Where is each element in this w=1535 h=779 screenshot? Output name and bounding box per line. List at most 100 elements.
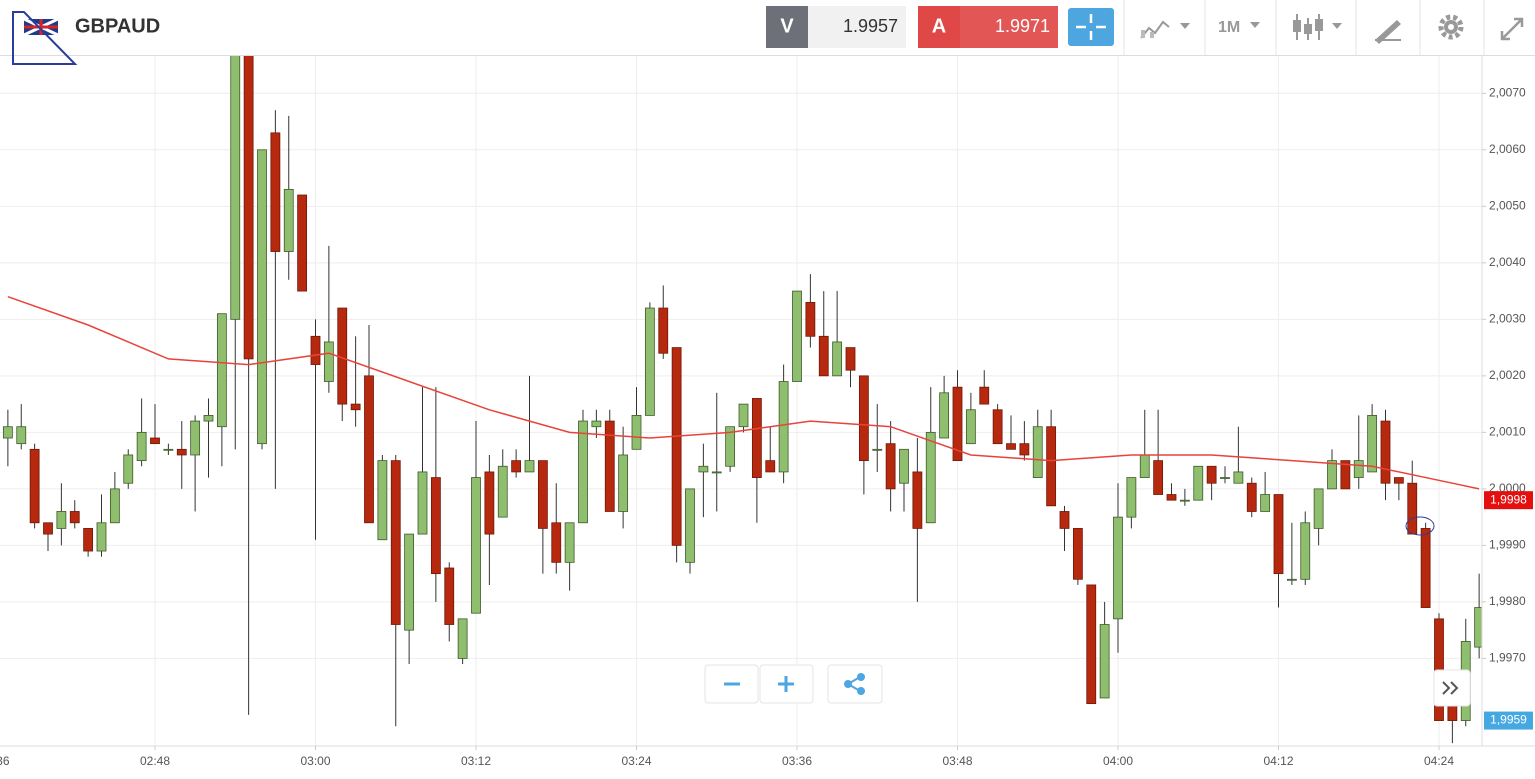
candle-body [364,375,374,524]
x-tick-label: 02:48 [140,754,170,768]
chart-type-icon [1150,32,1154,38]
candle-body [83,528,94,552]
candle-body [29,448,40,524]
candle-body [243,56,254,360]
candle-body [711,471,722,474]
candle-body [698,465,709,473]
candle-body [497,465,508,518]
candle-body [618,454,629,512]
candle-body [1046,426,1057,507]
candle-body [283,188,294,252]
x-tick-label: 03:00 [300,754,330,768]
candle-body [1393,477,1404,484]
candle-body [270,132,281,252]
share-icon [857,687,865,695]
candle-body [551,522,562,563]
crosshair-icon [1076,14,1106,40]
candle-body [658,307,669,354]
ask-button[interactable]: A 1.9971 [918,6,1058,48]
bid-label: V [780,15,794,37]
candle-body [136,431,147,462]
ask-label-bg [918,6,960,48]
drawing-icon [1375,20,1401,44]
fullscreen-button[interactable] [1500,17,1524,41]
settings-button[interactable] [1438,14,1464,40]
price-label: 1,9959 [1490,713,1527,727]
scroll-right-button[interactable] [1433,669,1471,707]
y-tick-label: 2,0050 [1489,198,1526,212]
plot-area [2,56,1482,744]
bid-value-bg [808,6,906,48]
candle-body [685,488,695,563]
candle-body [537,460,548,529]
candle-body [297,194,308,292]
header: GBPAUD V 1.9957 A 1.9971 [0,0,1535,65]
candle-body [671,347,682,546]
candle-body [417,471,428,535]
candle-body [1153,460,1164,495]
bid-button[interactable]: V 1.9957 [766,6,906,48]
y-tick-label: 2,0030 [1489,312,1526,326]
y-tick-label: 2,0010 [1489,425,1526,439]
y-tick-label: 2,0040 [1489,255,1526,269]
candle-body [1166,494,1177,501]
candle-body [1340,460,1351,490]
candle-body [43,522,53,535]
candle-body [1380,420,1391,484]
candle-body [1059,511,1070,529]
fullscreen-icon [1500,17,1524,41]
y-tick-label: 2,0060 [1489,142,1526,156]
candle-body [591,420,602,428]
symbol: GBPAUD [75,15,160,37]
candle-body [1206,465,1217,484]
axes: 1,99701,99801,99902,00002,00102,00202,00… [0,56,1535,768]
chart-type-button[interactable] [1140,20,1190,39]
candle-body [952,386,963,462]
price-label-bg [1484,491,1533,510]
button-bg [1433,669,1471,707]
candle-body [1126,477,1137,518]
candle-body [109,488,120,524]
zoom-out-button[interactable] [704,664,759,704]
button-bg [827,664,883,704]
candle-body [992,409,1003,445]
candle-body [1193,465,1204,501]
candle-body [150,437,160,445]
candle-body [190,420,201,456]
zoom-in-button[interactable] [759,664,814,704]
candle-body [323,341,334,382]
candle-body [1233,471,1244,484]
y-tick-label: 2,0020 [1489,368,1526,382]
candle-body [16,426,27,445]
candle-body [738,403,749,428]
candle-body [1113,516,1123,620]
candle-body [604,420,615,512]
candle-body [885,443,896,490]
crosshair-button[interactable] [1068,8,1114,46]
dropdown-caret [1180,23,1190,29]
candle-body [1286,578,1297,581]
price-label: 1,9998 [1490,492,1527,506]
dropdown-caret [1250,22,1260,28]
toolbar-separators [1123,0,1485,55]
candle-body [751,398,762,478]
candle-body [1139,454,1150,478]
candle-body [390,460,401,625]
x-tick-label: 04:12 [1263,754,1293,768]
x-tick-label: 03:48 [942,754,972,768]
candle-body [216,313,227,428]
share-button[interactable] [827,664,883,704]
drawing-button[interactable] [1375,20,1401,44]
candle-body [1367,415,1378,473]
x-tick-label: 03:36 [782,754,812,768]
candle-body [979,386,990,405]
candle-body [430,477,441,575]
candle-body [1407,482,1418,535]
candle-body [2,426,13,439]
annotation-ellipse [1405,516,1435,536]
timeframe-button[interactable]: 1M [1218,19,1260,36]
candle-body [1006,443,1016,450]
candles-button[interactable] [1293,14,1342,40]
candle-body [1179,499,1190,502]
